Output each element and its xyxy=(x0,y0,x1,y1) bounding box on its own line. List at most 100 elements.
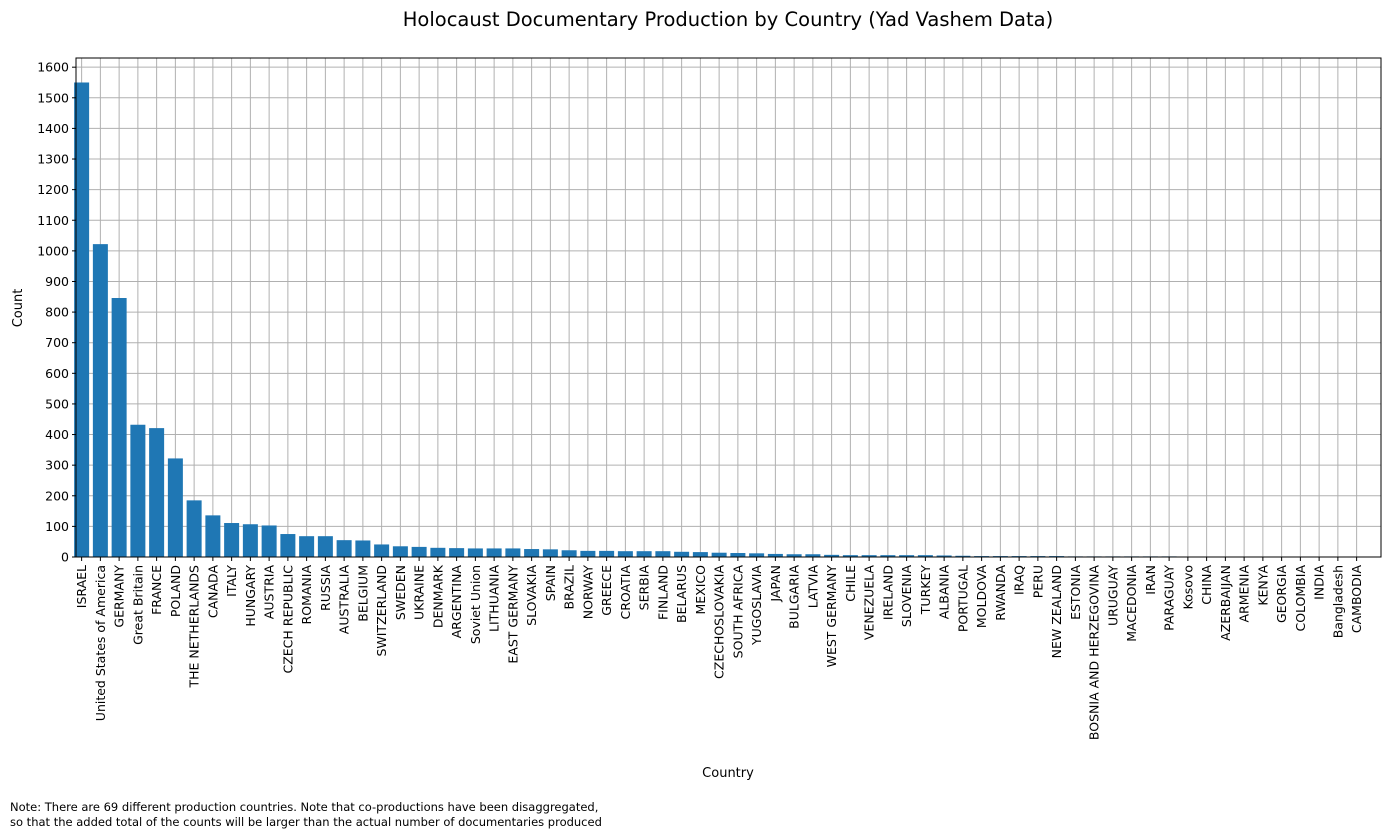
x-tick-label: SLOVENIA xyxy=(899,565,914,628)
x-tick-label: CZECHOSLOVAKIA xyxy=(712,565,727,679)
bar xyxy=(261,525,277,557)
x-tick-label: IRELAND xyxy=(880,565,895,620)
x-tick-label: CZECH REPUBLIC xyxy=(280,565,295,674)
bars xyxy=(74,82,1365,558)
x-tick-label: SLOVAKIA xyxy=(524,565,539,626)
x-tick-label: SERBIA xyxy=(637,565,652,611)
x-tick-label: SWEDEN xyxy=(393,565,408,620)
x-tick-label: BELARUS xyxy=(674,565,689,623)
x-tick-label: ROMANIA xyxy=(299,565,314,625)
x-tick-label: PORTUGAL xyxy=(955,565,970,632)
bar xyxy=(299,536,315,557)
x-tick-label: COLOMBIA xyxy=(1293,565,1308,632)
x-tick-label: GEORGIA xyxy=(1274,565,1289,623)
bar xyxy=(955,555,971,557)
bar xyxy=(355,540,371,557)
x-tick-label: AUSTRALIA xyxy=(337,565,352,635)
bar xyxy=(524,549,540,557)
bar xyxy=(899,555,915,557)
y-axis-label: Count xyxy=(11,289,26,328)
bar xyxy=(167,458,183,557)
bar xyxy=(449,548,465,557)
bar xyxy=(542,549,558,557)
x-tick-label: Bangladesh xyxy=(1330,565,1345,638)
bar xyxy=(467,548,483,557)
x-tick-label: URUGUAY xyxy=(1105,565,1120,626)
bar xyxy=(411,546,427,557)
x-tick-label: SOUTH AFRICA xyxy=(730,565,745,659)
bar xyxy=(674,551,690,557)
x-tick-label: MOLDOVA xyxy=(974,565,989,629)
x-tick-label: ARMENIA xyxy=(1237,565,1252,623)
x-tick-label: TURKEY xyxy=(918,565,933,616)
bar xyxy=(636,551,652,557)
x-tick-label: IRAN xyxy=(1143,565,1158,595)
bar xyxy=(486,548,502,557)
x-tick-label: FRANCE xyxy=(149,565,164,615)
x-tick-label: Soviet Union xyxy=(468,565,483,644)
bar xyxy=(767,553,783,557)
bar xyxy=(336,540,352,557)
bar xyxy=(936,555,952,557)
bar xyxy=(786,554,802,557)
x-tick-label: BULGARIA xyxy=(787,565,802,629)
x-tick-label: Kosovo xyxy=(1180,565,1195,609)
x-tick-label: ISRAEL xyxy=(74,565,89,608)
bar xyxy=(186,500,202,557)
bar xyxy=(92,244,108,557)
x-tick-label: AZERBAIJAN xyxy=(1218,565,1233,641)
x-tick-label: UKRAINE xyxy=(412,565,427,620)
x-tick-label: POLAND xyxy=(168,565,183,617)
bar xyxy=(430,547,446,557)
bar xyxy=(917,555,933,557)
y-tick-label: 0 xyxy=(61,550,69,565)
y-tick-label: 400 xyxy=(45,427,69,442)
y-tick-label: 1100 xyxy=(37,213,69,228)
bar xyxy=(730,553,746,557)
x-tick-label: PARAGUAY xyxy=(1162,565,1177,631)
x-tick-label: LATVIA xyxy=(805,565,820,609)
x-tick-label: DENMARK xyxy=(430,564,445,628)
y-tick-label: 1000 xyxy=(37,243,69,258)
bar xyxy=(111,298,127,557)
x-tick-label: NORWAY xyxy=(580,565,595,620)
bar xyxy=(149,428,165,557)
x-tick-label: CHILE xyxy=(843,565,858,602)
bar xyxy=(711,552,727,557)
bar xyxy=(317,536,333,557)
x-tick-label: VENEZUELA xyxy=(862,565,877,641)
y-tick-label: 1600 xyxy=(37,60,69,75)
x-tick-label: BRAZIL xyxy=(562,565,577,610)
x-tick-label: SWITZERLAND xyxy=(374,565,389,657)
bar xyxy=(880,555,896,557)
x-tick-label: IRAQ xyxy=(1012,565,1027,595)
y-tick-label: 1400 xyxy=(37,121,69,136)
bar xyxy=(505,548,521,557)
x-tick-label: CAMBODIA xyxy=(1349,565,1364,634)
chart-title: Holocaust Documentary Production by Coun… xyxy=(403,8,1053,31)
x-tick-label: LITHUANIA xyxy=(487,565,502,632)
bar xyxy=(205,515,221,557)
x-tick-label: KENYA xyxy=(1255,565,1270,606)
y-tick-label: 500 xyxy=(45,396,69,411)
x-tick-label: JAPAN xyxy=(768,565,783,603)
y-tick-label: 1300 xyxy=(37,152,69,167)
x-tick-label: RUSSIA xyxy=(318,565,333,611)
x-tick-label: EAST GERMANY xyxy=(505,565,520,664)
x-tick-label: MEXICO xyxy=(693,565,708,615)
y-tick-label: 1500 xyxy=(37,90,69,105)
bar xyxy=(861,555,877,557)
x-tick-label: THE NETHERLANDS xyxy=(187,565,202,689)
x-tick-label: CROATIA xyxy=(618,565,633,620)
x-tick-label: NEW ZEALAND xyxy=(1049,565,1064,658)
footnote: Note: There are 69 different production … xyxy=(10,800,602,830)
x-tick-label: United States of America xyxy=(93,565,108,721)
bar xyxy=(580,550,596,557)
x-tick-label: ARGENTINA xyxy=(449,565,464,639)
x-tick-label: AUSTRIA xyxy=(262,565,277,620)
x-tick-label: CANADA xyxy=(205,565,220,619)
x-tick-label: ALBANIA xyxy=(937,565,952,620)
x-tick-label: GERMANY xyxy=(112,565,127,628)
bar xyxy=(74,82,90,558)
